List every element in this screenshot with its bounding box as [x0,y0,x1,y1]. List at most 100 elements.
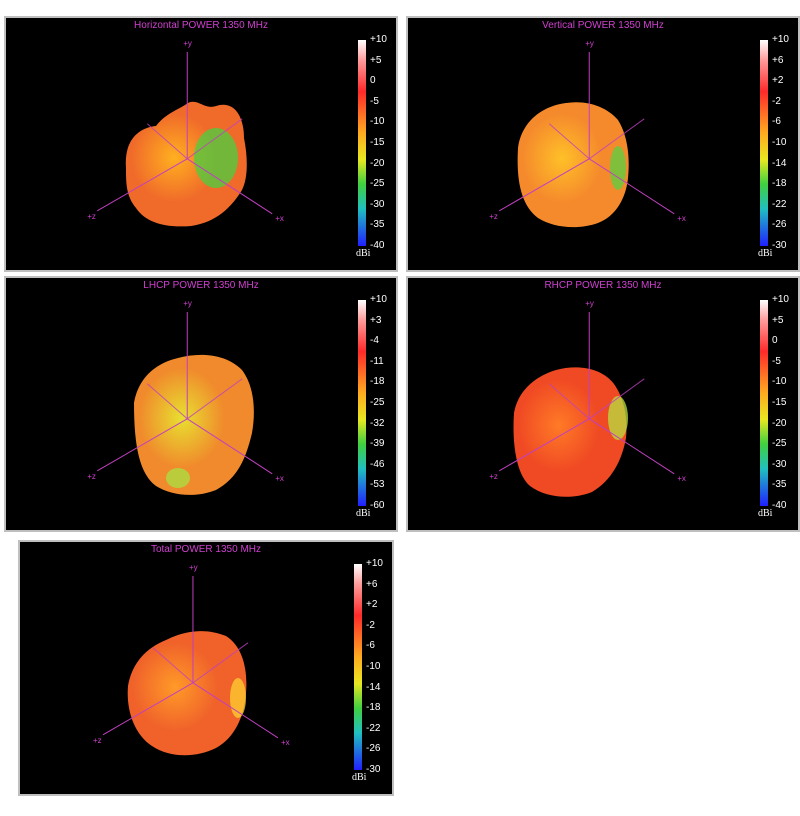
colorbar-tick-label: -30 [366,764,381,775]
colorbar-unit: dBi [758,508,773,519]
radiation-pattern-surface [127,631,247,756]
colorbar-tick-label: 0 [370,75,376,87]
axis-line [96,158,188,212]
colorbar-tick-label: -15 [772,397,787,408]
radiation-pattern-surface [517,102,629,228]
axis-line [186,418,273,475]
colorbar-unit: dBi [758,248,773,259]
colorbar [760,40,768,246]
axis-line [96,418,188,472]
radiation-pattern-surface [134,354,254,495]
axis-label: +x [281,738,290,747]
colorbar-tick-label: -20 [772,417,787,429]
panel-title: Total POWER 1350 MHz [150,544,262,555]
colorbar-tick-label: +10 [370,294,387,305]
colorbar-tick-label: -30 [772,240,787,251]
colorbar-tick-label: +2 [772,75,784,87]
colorbar-tick-label: -40 [772,500,787,511]
colorbar-tick-label: -18 [370,376,385,388]
colorbar-unit: dBi [356,248,371,259]
colorbar-tick-label: -20 [370,157,385,169]
colorbar-tick-label: -18 [772,178,787,190]
colorbar-tick-label: -22 [772,198,787,210]
colorbar-tick-label: +6 [366,578,378,590]
radiation-pattern-surface [513,367,627,497]
colorbar-tick-label: -10 [772,137,787,148]
panel-title: Vertical POWER 1350 MHz [542,20,664,31]
colorbar-tick-label: -53 [370,479,385,491]
colorbar [358,40,366,246]
colorbar-tick-label: -4 [370,335,379,347]
colorbar-tick-label: -6 [366,640,375,652]
colorbar-tick-label: -32 [370,417,385,429]
colorbar-tick-label: -60 [370,500,385,511]
axis-label: +z [87,212,96,221]
pattern-plot: +y +x +z [87,39,366,246]
colorbar [358,300,366,506]
colorbar-tick-label: -35 [772,479,787,491]
colorbar-tick-label: -25 [370,178,385,190]
axis-line [588,158,675,215]
colorbar [354,564,362,770]
colorbar-unit: dBi [352,772,367,783]
axis-line [498,158,590,212]
axis-label: +y [183,39,192,48]
colorbar-tick-label: -25 [772,438,787,450]
colorbar-tick-label: -5 [370,95,379,107]
axis-line [588,418,675,475]
axis-label: +x [677,214,686,223]
colorbar-tick-label: -2 [772,95,781,107]
colorbar-tick-label: +10 [366,558,383,569]
pattern-panel-2: +y +x +z Vertical POWER 1350 MHz +10 +6 +2 -2 -6… [406,16,800,272]
colorbar-tick-label: -18 [366,702,381,714]
colorbar-tick-label: -10 [772,376,787,388]
colorbar-tick-label: -14 [366,681,381,693]
axis-line [186,158,273,215]
colorbar-tick-label: -6 [772,116,781,128]
pattern-panel-5: +y +x +z Total POWER 1350 MHz +10 +6 +2 -2 -6 -10… [18,540,394,796]
colorbar-tick-label: -22 [366,722,381,734]
axis-label: +z [87,472,96,481]
axis-label: +y [189,563,198,572]
pattern-lobe [610,146,626,190]
colorbar-tick-label: -10 [366,661,381,672]
colorbar-unit: dBi [356,508,371,519]
axis-label: +z [489,212,498,221]
colorbar-tick-label: -10 [370,116,385,128]
axis-line [498,418,590,472]
axis-label: +x [677,474,686,483]
pattern-panel-3: +y +x +z LHCP POWER 1350 MHz +10 +3 -4 -11 -18 -2… [4,276,398,532]
colorbar-tick-label: -30 [370,198,385,210]
pattern-plot: +y +x +z [489,299,768,506]
colorbar-tick-label: -2 [366,619,375,631]
panel-title: Horizontal POWER 1350 MHz [134,20,268,31]
panel-title: RHCP POWER 1350 MHz [544,280,662,291]
colorbar-tick-label: -11 [370,355,384,367]
pattern-panel-1: +y +x +z Horizontal POWER 1350 MHz +10 +5 0 -5 -… [4,16,398,272]
axis-label: +y [585,39,594,48]
pattern-plot: +y +x +z [489,39,768,246]
colorbar-tick-label: -5 [772,355,781,367]
colorbar-tick-label: +6 [772,54,784,66]
colorbar-tick-label: +5 [772,314,784,326]
panel-title: LHCP POWER 1350 MHz [143,280,259,291]
pattern-panel-4: +y +x +z RHCP POWER 1350 MHz +10 +5 0 -5 -10 -15 -… [406,276,800,532]
colorbar-tick-label: 0 [772,335,778,347]
pattern-plot: +y +x +z [87,299,366,506]
colorbar-tick-label: -35 [370,219,385,231]
colorbar [760,300,768,506]
colorbar-tick-label: +10 [772,34,789,45]
colorbar-tick-label: -26 [772,219,787,231]
pattern-plot: +y +x +z [93,563,362,770]
colorbar-tick-label: -14 [772,157,787,169]
colorbar-tick-label: -15 [370,137,385,148]
axis-label: +x [275,474,284,483]
axis-label: +y [585,299,594,308]
colorbar-tick-label: +3 [370,314,382,326]
colorbar-tick-label: -39 [370,438,385,450]
pattern-lobe [230,678,246,718]
axis-line [102,682,194,736]
pattern-lobe [194,128,238,188]
colorbar-tick-label: -26 [366,743,381,755]
axis-line [192,682,279,739]
